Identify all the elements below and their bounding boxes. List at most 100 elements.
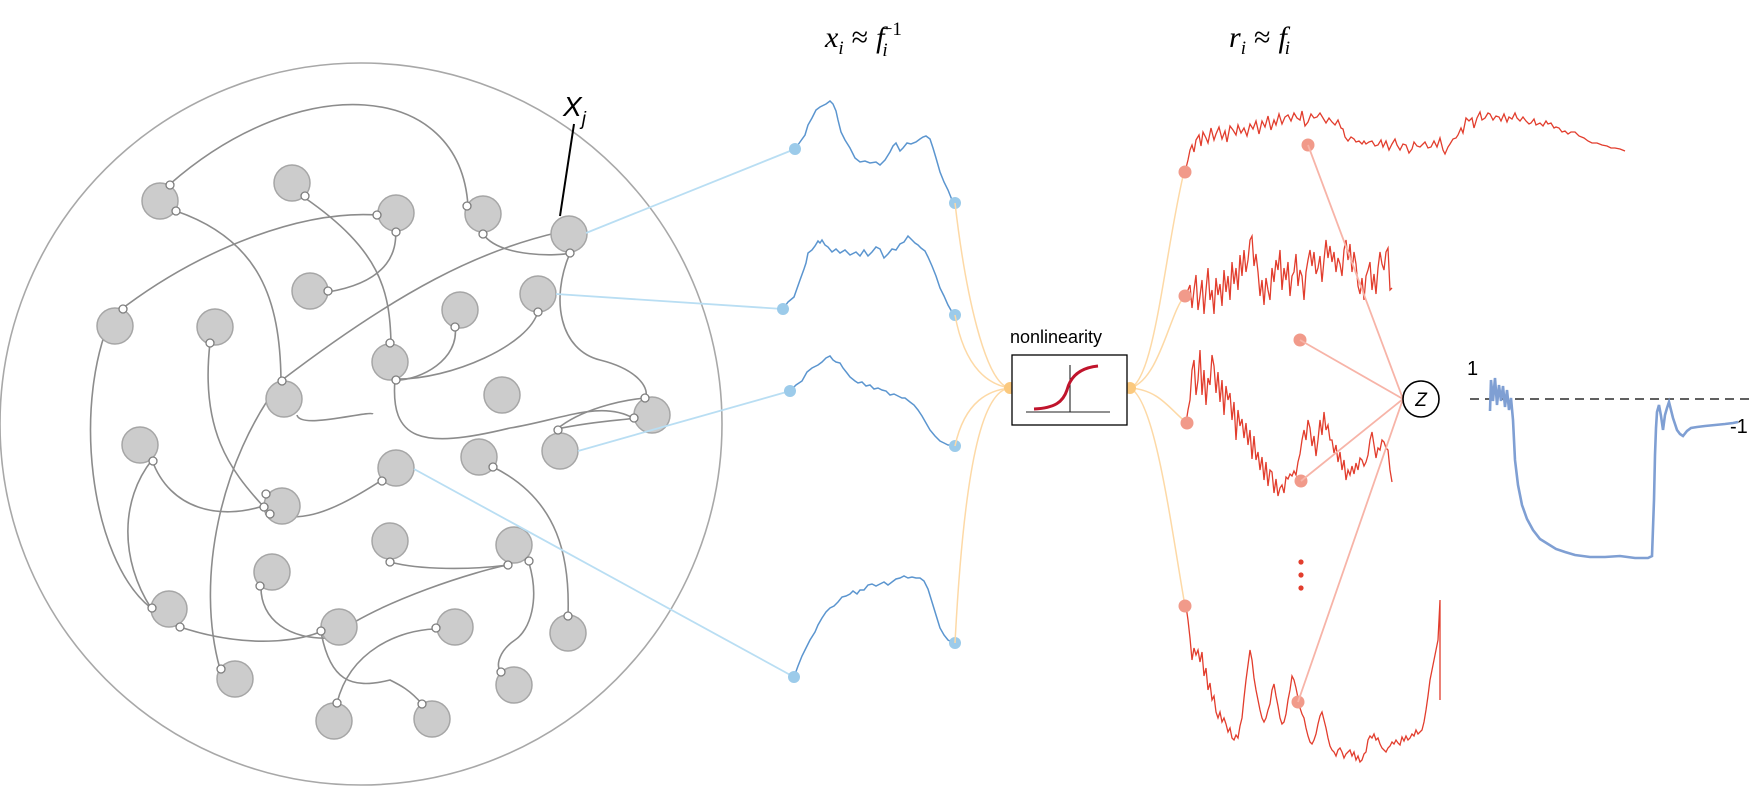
orange-link <box>1129 295 1186 389</box>
network-node <box>464 195 502 233</box>
edge <box>556 417 634 430</box>
red-link <box>1299 339 1404 400</box>
network-node <box>541 432 579 470</box>
network-node <box>550 215 588 253</box>
edge <box>389 561 509 570</box>
red-trace <box>1185 599 1441 764</box>
blue-link <box>555 293 784 310</box>
edge <box>320 631 423 705</box>
edge <box>127 459 153 609</box>
edge <box>393 378 634 440</box>
blue-trace <box>793 575 956 678</box>
level-label-top: 1 <box>1467 358 1478 380</box>
edge-port <box>496 667 506 677</box>
edge-port <box>255 581 265 591</box>
edge-port <box>118 304 128 314</box>
network-node <box>273 164 311 202</box>
edge <box>209 379 283 670</box>
orange-link <box>1129 387 1186 607</box>
edge-port <box>171 206 181 216</box>
edge-port <box>332 698 342 708</box>
edge-port <box>488 462 498 472</box>
edge-port <box>259 502 269 512</box>
network-node <box>141 182 179 220</box>
edge <box>281 231 561 381</box>
orange-link <box>1129 171 1185 389</box>
network-node <box>441 291 479 329</box>
edge <box>556 397 647 430</box>
red-trace <box>1184 233 1393 315</box>
red-link <box>1297 398 1404 703</box>
edge <box>559 252 647 399</box>
blue-link <box>413 468 795 678</box>
edge-port <box>265 509 275 519</box>
network-node <box>519 275 557 313</box>
nonlinearity-label: nonlinearity <box>1010 327 1102 347</box>
edge-port <box>391 375 401 385</box>
red-traces <box>1184 110 1626 764</box>
nonlinearity-block: nonlinearity <box>1010 327 1128 426</box>
edge <box>497 562 535 673</box>
red-trace <box>1184 110 1626 173</box>
edge <box>327 231 397 293</box>
red-header: ri ≈ fi <box>1229 21 1290 59</box>
blue-link <box>585 148 796 234</box>
edge-port <box>372 210 382 220</box>
network-edges <box>89 103 647 705</box>
edge <box>179 626 321 642</box>
edge-port <box>450 322 460 332</box>
blue-link <box>577 390 791 452</box>
network-node <box>495 666 533 704</box>
edge <box>89 308 152 609</box>
network-node <box>196 308 234 346</box>
edge-port <box>377 476 387 486</box>
red-dot <box>1180 416 1194 430</box>
blue-links <box>413 148 796 678</box>
z-node: Z <box>1402 380 1440 418</box>
network-node <box>265 380 303 418</box>
red-dot <box>1178 289 1192 303</box>
network-node <box>320 608 358 646</box>
orange-link <box>954 314 1011 389</box>
blue-dot <box>784 385 796 397</box>
red-link <box>1307 144 1404 400</box>
edge <box>336 628 436 704</box>
edge-port <box>323 286 333 296</box>
blue-trace <box>782 234 956 316</box>
blue-trace <box>794 100 956 204</box>
network-node <box>633 396 671 434</box>
edge-port <box>205 338 215 348</box>
edge-port <box>503 560 513 570</box>
z-circle <box>1402 380 1440 418</box>
edge-ports <box>118 180 650 709</box>
output-panel: 1 -1 <box>1467 358 1754 560</box>
edge <box>304 197 392 345</box>
sigmoid-curve <box>1033 364 1099 411</box>
network-node <box>483 376 521 414</box>
red-links <box>1297 144 1404 703</box>
edge-port <box>385 557 395 567</box>
network-node <box>371 343 409 381</box>
network-node <box>436 608 474 646</box>
red-dot <box>1178 165 1192 179</box>
orange-link <box>954 202 1011 389</box>
blue-traces <box>782 100 956 678</box>
edge-port <box>478 229 488 239</box>
edge-port <box>565 248 575 258</box>
z-label: Z <box>1414 390 1428 411</box>
edge-port <box>640 393 650 403</box>
edge-port <box>148 456 158 466</box>
orange-link <box>1129 387 1188 424</box>
network-node <box>377 449 415 487</box>
network-node <box>315 702 353 740</box>
blue-dot <box>777 303 789 315</box>
network-node <box>460 438 498 476</box>
network-node <box>495 526 533 564</box>
blue-dot <box>789 143 801 155</box>
edge-port <box>300 191 310 201</box>
network-node <box>291 272 329 310</box>
edge <box>151 459 264 513</box>
edge <box>492 466 570 617</box>
network-boundary <box>0 62 723 786</box>
